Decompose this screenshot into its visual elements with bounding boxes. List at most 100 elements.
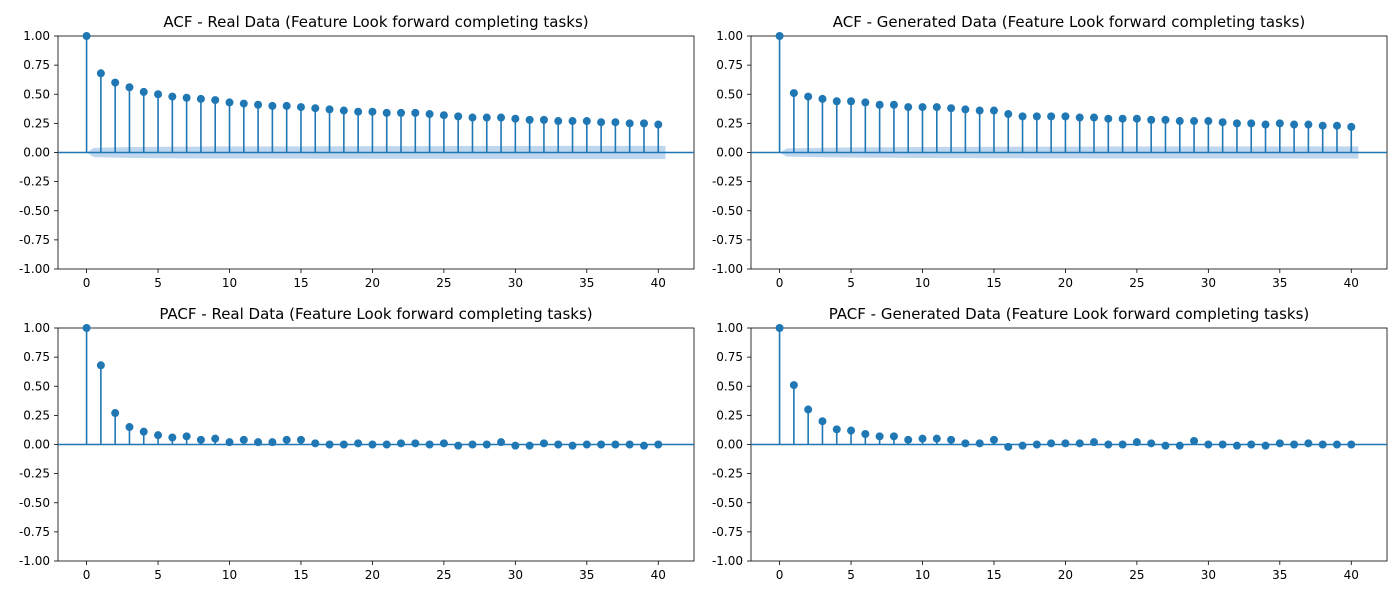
pacf-real-marker-lag-13	[268, 438, 277, 447]
pacf-real-marker-lag-2	[111, 409, 120, 418]
acf-generated-marker-lag-18	[1032, 112, 1041, 121]
acf-generated-marker-lag-23	[1104, 114, 1113, 123]
acf-generated-marker-lag-19	[1047, 112, 1056, 121]
acf-real-marker-lag-7	[182, 93, 191, 102]
pacf-real-marker-lag-20	[368, 440, 377, 449]
acf-generated-marker-lag-29	[1190, 117, 1199, 126]
acf-generated-marker-lag-14	[975, 106, 984, 115]
pacf-real-marker-lag-40	[654, 440, 663, 449]
pacf-generated-marker-lag-15	[989, 435, 998, 444]
acf-real-marker-lag-14	[282, 101, 291, 110]
pacf-real-xtick-label: 10	[222, 568, 237, 582]
pacf-generated-ytick-label: 1.00	[716, 321, 743, 335]
pacf-real-xtick-label: 35	[579, 568, 594, 582]
acf-real-marker-lag-8	[196, 94, 205, 103]
pacf-generated-marker-lag-34	[1261, 441, 1270, 450]
pacf-real-marker-lag-23	[411, 439, 420, 448]
acf-real-marker-lag-9	[211, 96, 220, 105]
pacf-generated-marker-lag-26	[1147, 439, 1156, 448]
pacf-real-marker-lag-8	[196, 435, 205, 444]
acf-real-marker-lag-33	[554, 117, 563, 126]
acf-generated-marker-lag-31	[1218, 118, 1227, 127]
pacf-real-marker-lag-33	[554, 440, 563, 449]
pacf-real-marker-lag-6	[168, 433, 177, 442]
acf-real-marker-lag-4	[139, 87, 148, 96]
pacf-real-xtick-label: 15	[293, 568, 308, 582]
acf-generated-marker-lag-40	[1347, 122, 1356, 131]
pacf-real-marker-lag-35	[582, 440, 591, 449]
acf-real-marker-lag-20	[368, 107, 377, 116]
pacf-real-marker-lag-29	[497, 438, 506, 447]
acf-real-marker-lag-12	[254, 100, 263, 109]
acf-real-ytick-label: 0.00	[23, 146, 50, 160]
pacf-generated-ytick-label: -0.25	[712, 467, 743, 481]
pacf-generated-xtick-label: 35	[1272, 568, 1287, 582]
pacf-generated-marker-lag-30	[1204, 440, 1213, 449]
pacf-real-marker-lag-21	[382, 440, 391, 449]
pacf-generated-ytick-label: -0.75	[712, 525, 743, 539]
acf-generated-marker-lag-4	[832, 97, 841, 106]
acf-real-marker-lag-17	[325, 105, 334, 114]
acf-real-marker-lag-25	[439, 111, 448, 120]
pacf-real-ytick-label: 0.25	[23, 408, 50, 422]
acf-generated-ytick-label: -0.75	[712, 233, 743, 247]
acf-generated-xtick-label: 20	[1058, 276, 1073, 290]
pacf-generated-xtick-label: 15	[986, 568, 1001, 582]
acf-generated-marker-lag-16	[1004, 110, 1013, 119]
pacf-real-xtick-label: 0	[83, 568, 91, 582]
acf-real-marker-lag-31	[525, 115, 534, 124]
acf-generated-marker-lag-38	[1318, 121, 1327, 130]
acf-generated-xtick-label: 0	[776, 276, 784, 290]
pacf-generated-marker-lag-4	[832, 425, 841, 434]
pacf-generated-ytick-label: 0.50	[716, 379, 743, 393]
acf-generated-marker-lag-8	[889, 100, 898, 109]
pacf-real-title: PACF - Real Data (Feature Look forward c…	[159, 305, 592, 323]
acf-generated-marker-lag-15	[989, 106, 998, 115]
acf-real-marker-lag-40	[654, 120, 663, 129]
pacf-real-marker-lag-18	[339, 440, 348, 449]
pacf-real-chart: 0 5 10 15 20 25 30 35 40 -1.00 -0.75 -0.50 -0.25 0.00…	[19, 305, 695, 582]
acf-real-marker-lag-0	[82, 32, 91, 40]
acf-generated-marker-lag-11	[932, 103, 941, 112]
pacf-real-marker-lag-12	[254, 438, 263, 447]
acf-real-marker-lag-19	[354, 107, 363, 116]
pacf-generated-marker-lag-9	[904, 435, 913, 444]
pacf-generated-marker-lag-13	[961, 439, 970, 448]
pacf-generated-marker-lag-5	[847, 426, 856, 435]
pacf-real-ytick-label: -0.75	[19, 525, 50, 539]
pacf-real-marker-lag-7	[182, 432, 191, 441]
acf-generated-xtick-label: 5	[847, 276, 855, 290]
pacf-generated-xtick-label: 0	[776, 568, 784, 582]
acf-generated-marker-lag-33	[1247, 119, 1256, 128]
pacf-generated-marker-lag-22	[1090, 438, 1099, 447]
pacf-real-ytick-label: -0.25	[19, 467, 50, 481]
pacf-generated-xtick-label: 25	[1129, 568, 1144, 582]
acf-real-ytick-label: 1.00	[23, 29, 50, 43]
pacf-real-xtick-label: 30	[508, 568, 523, 582]
acf-real-marker-lag-18	[339, 106, 348, 115]
pacf-generated-marker-lag-27	[1161, 441, 1170, 450]
acf-generated-marker-lag-26	[1147, 115, 1156, 124]
pacf-generated-title: PACF - Generated Data (Feature Look forw…	[829, 305, 1310, 323]
acf-real-ytick-label: -0.50	[19, 204, 50, 218]
pacf-real-marker-lag-25	[439, 439, 448, 448]
acf-generated-xtick-label: 15	[986, 276, 1001, 290]
acf-generated-marker-lag-28	[1175, 117, 1184, 126]
acf-generated-marker-lag-37	[1304, 120, 1313, 129]
pacf-real-marker-lag-34	[568, 441, 577, 450]
acf-real-marker-lag-21	[382, 108, 391, 117]
acf-real-marker-lag-35	[582, 117, 591, 126]
pacf-generated-marker-lag-25	[1132, 438, 1141, 447]
acf-real-marker-lag-6	[168, 92, 177, 101]
acf-generated-xtick-label: 40	[1344, 276, 1359, 290]
pacf-generated-marker-lag-20	[1061, 439, 1070, 448]
pacf-real-ytick-label: 0.00	[23, 438, 50, 452]
pacf-real-marker-lag-3	[125, 423, 134, 432]
acf-generated-marker-lag-0	[775, 32, 784, 40]
pacf-real-marker-lag-17	[325, 440, 334, 449]
pacf-real-marker-lag-27	[468, 440, 477, 449]
acf-generated-xtick-label: 30	[1201, 276, 1216, 290]
acf-real-marker-lag-39	[639, 119, 648, 128]
acf-real-marker-lag-26	[454, 112, 463, 121]
acf-real-ytick-label: 0.75	[23, 58, 50, 72]
